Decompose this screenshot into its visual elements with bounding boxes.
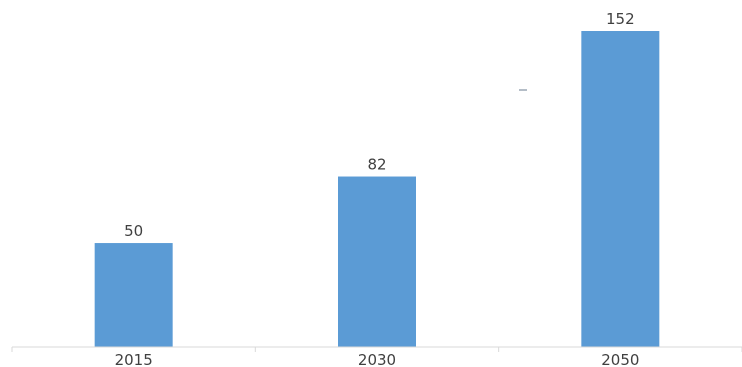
data-labels-group: 50 82 152 [124,10,635,240]
data-label-2015: 50 [124,222,143,240]
x-tick-label-2015: 2015 [115,351,153,367]
x-tick-label-2050: 2050 [601,351,639,367]
bar-2050 [581,31,660,347]
x-axis-ticks [11,347,742,352]
data-label-2030: 82 [367,156,386,174]
x-axis-labels: 2015 2030 2050 [115,351,640,367]
bar-2030 [338,176,416,347]
bars-group [94,31,660,347]
bar-2015 [94,243,173,347]
data-label-2050: 152 [606,10,635,28]
x-tick-label-2030: 2030 [358,351,396,367]
